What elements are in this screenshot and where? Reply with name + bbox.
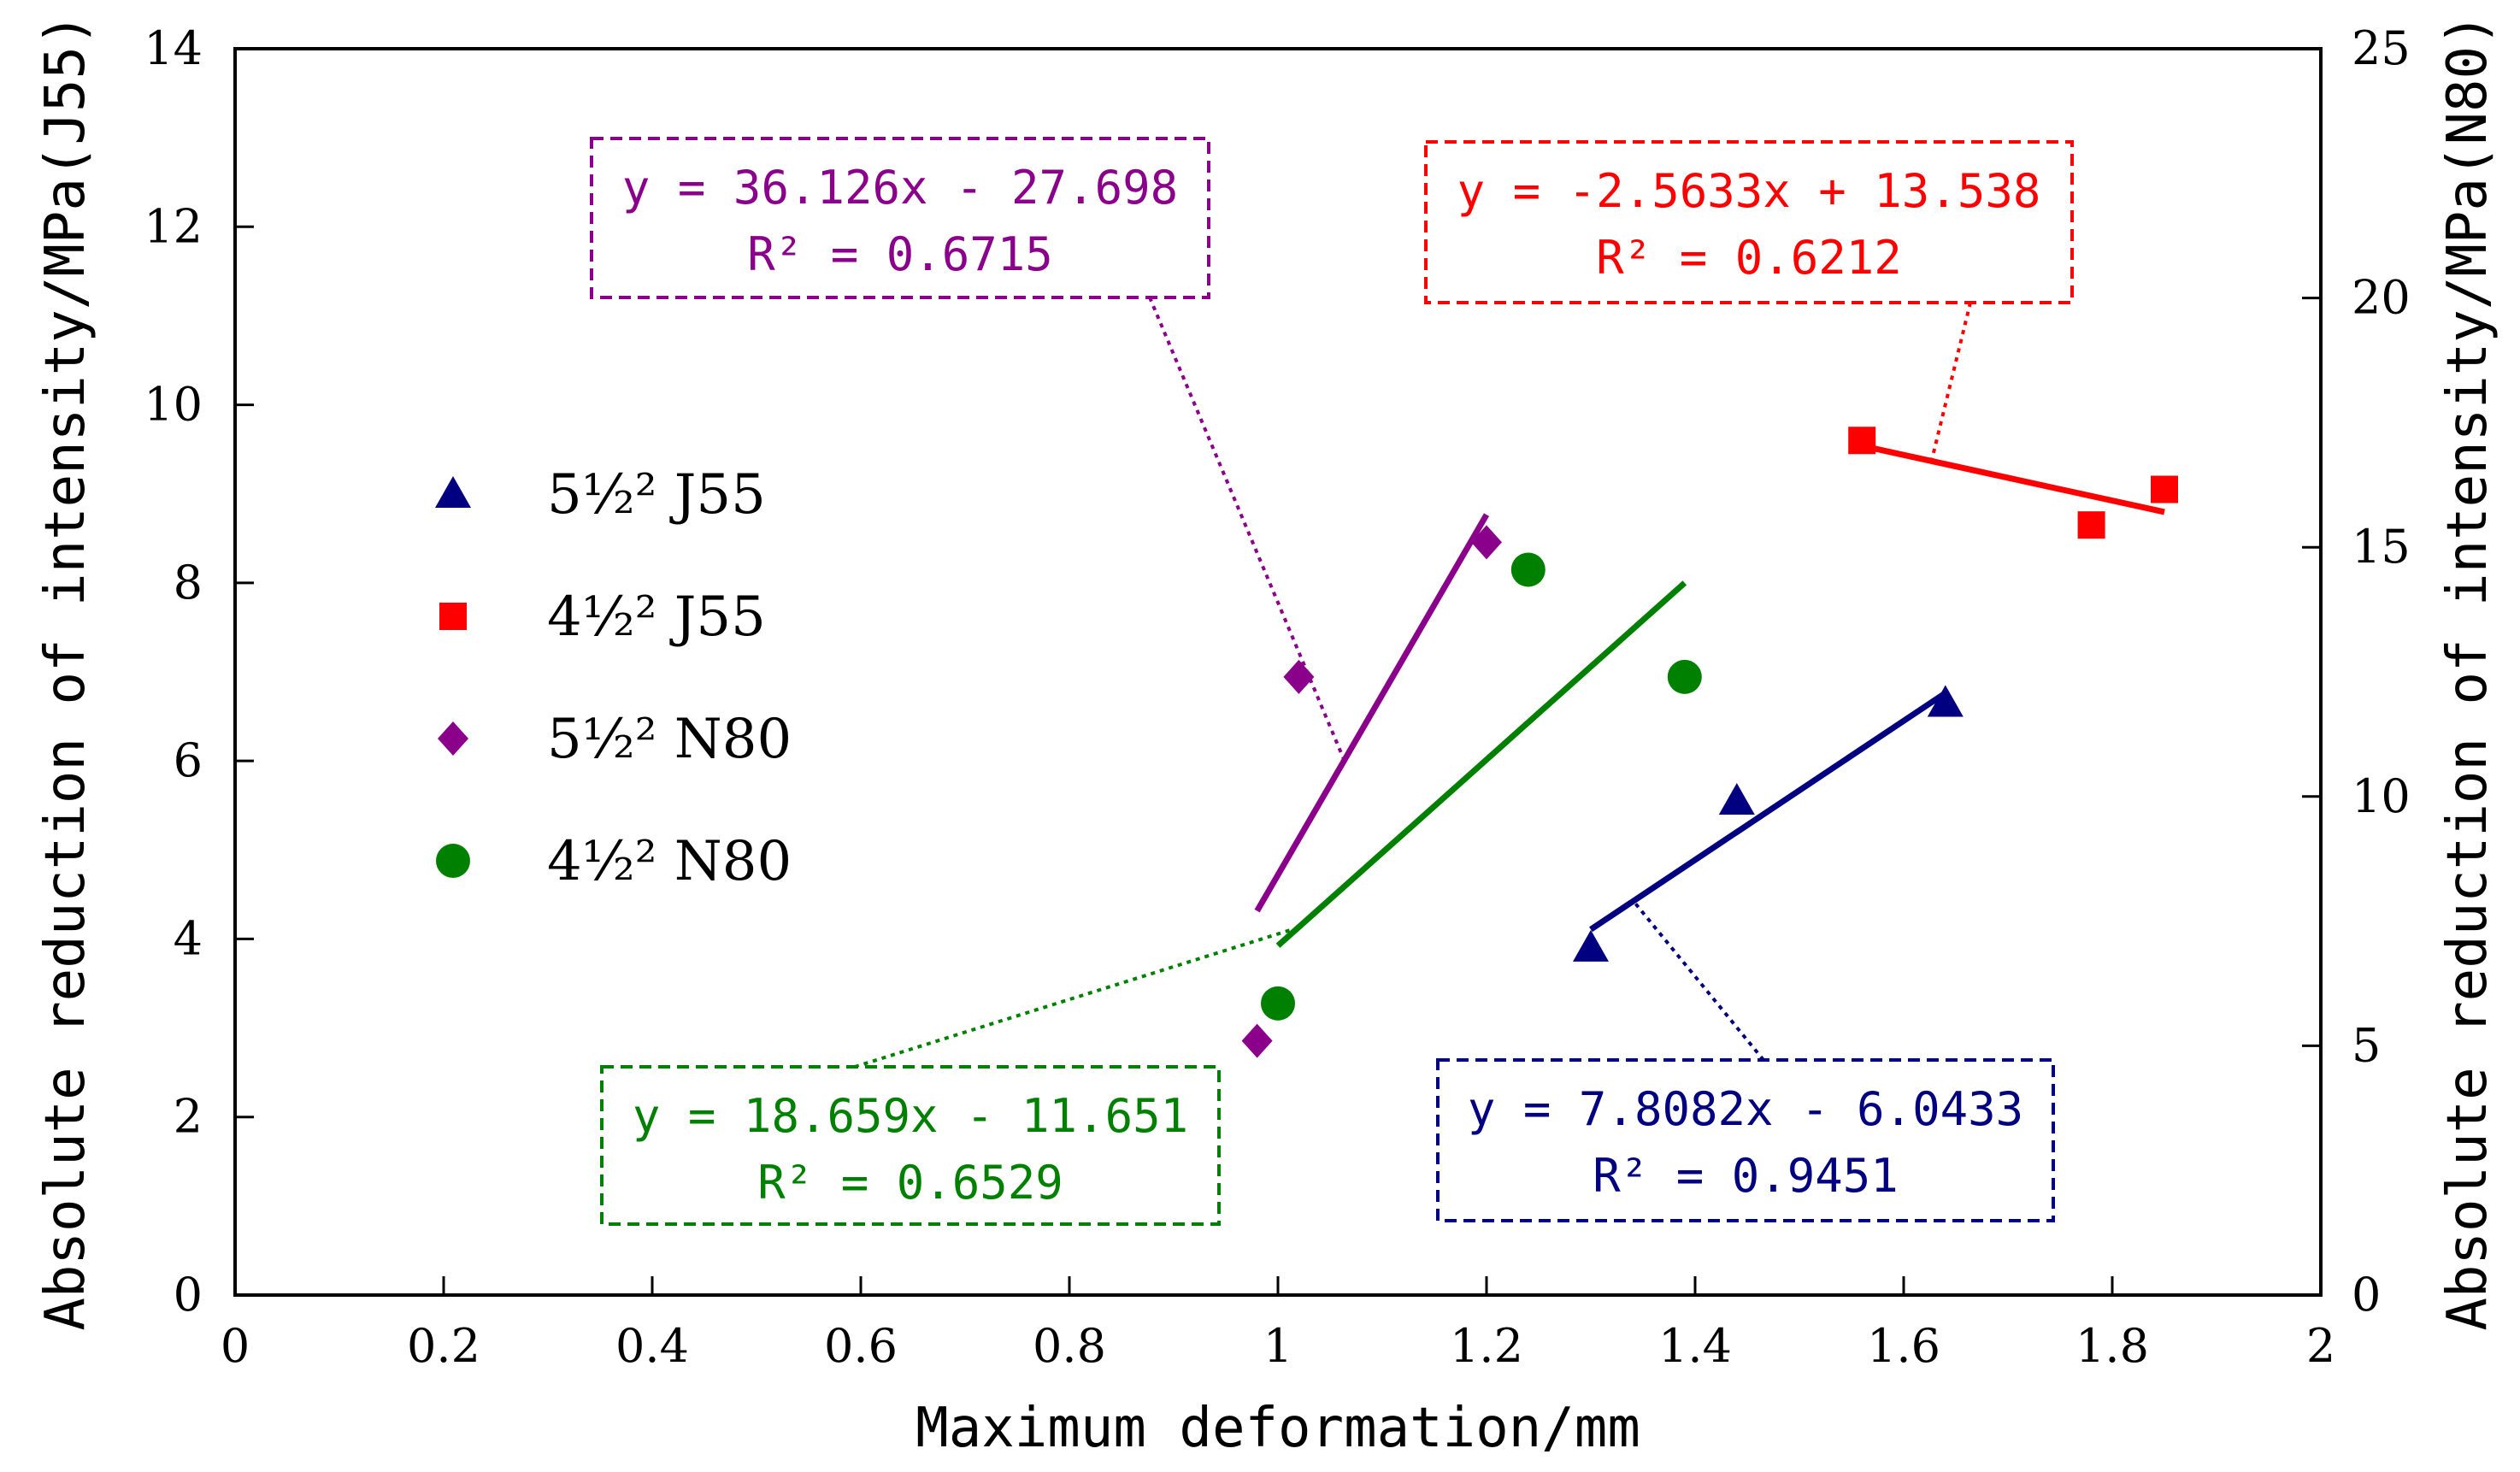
data-point-series-1 (2151, 475, 2178, 503)
x-tick-label: 1.4 (1658, 1319, 1732, 1373)
trend-line-2 (1254, 513, 1490, 913)
x-tick-label: 1.6 (1867, 1319, 1940, 1373)
x-tick-label: 0.8 (1033, 1319, 1106, 1373)
x-tick-label: 0.2 (407, 1319, 480, 1373)
x-axis-title: Maximum deformation/mm (916, 1397, 1640, 1460)
data-point-series-0 (1927, 685, 1964, 717)
x-tick-label: 2 (2306, 1319, 2335, 1373)
y-left-axis-title: Absolute reduction of intensity/MPa(J55) (34, 13, 97, 1330)
r-squared-text-2: R² = 0.6715 (747, 227, 1053, 281)
x-tick-label: 1 (1263, 1319, 1292, 1373)
data-markers (1241, 427, 2178, 1058)
trend-line-0 (1589, 690, 1947, 933)
axis-ticks: 0 0.2 0.4 0.6 0.8 1 1.2 1.4 1.6 1.8 20246810121405… (144, 21, 2410, 1373)
trend-line-3 (1275, 580, 1687, 948)
y-left-tick-label: 2 (174, 1090, 203, 1144)
axis-titles: Maximum deformation/mm Absolute reduction… (34, 13, 2499, 1460)
r-squared-text-3: R² = 0.6529 (757, 1156, 1063, 1210)
data-point-series-2 (1241, 1023, 1273, 1058)
equation-text-2: y = 36.126x - 27.698 (622, 161, 1178, 215)
y-left-tick-label: 10 (144, 378, 203, 432)
data-point-series-0 (1573, 929, 1609, 962)
trend-lines (1254, 443, 2165, 948)
y-right-tick-label: 25 (2352, 21, 2411, 75)
y-right-tick-label: 20 (2352, 271, 2411, 325)
x-tick-label: 1.2 (1450, 1319, 1523, 1373)
leader-line-1 (1929, 302, 1972, 462)
leader-line-3 (854, 926, 1299, 1069)
legend-marker-2 (438, 721, 468, 756)
equation-box-2 (590, 137, 1210, 299)
data-point-series-3 (1261, 986, 1295, 1021)
trend-line-1 (1861, 443, 2165, 515)
x-tick-label: 0.4 (615, 1319, 689, 1373)
y-right-tick-label: 10 (2352, 769, 2411, 823)
equation-annotations: y = 36.126x - 27.698 R² = 0.6715 y = -2.56… (590, 137, 2074, 1226)
r-squared-text-1: R² = 0.6212 (1596, 231, 1902, 285)
y-left-tick-label: 6 (174, 733, 203, 787)
data-point-series-1 (2077, 511, 2105, 539)
x-tick-label: 1.8 (2075, 1319, 2149, 1373)
legend-marker-1 (439, 603, 467, 630)
leader-line-2 (1148, 297, 1346, 762)
equation-text-1: y = -2.5633x + 13.538 (1457, 164, 2041, 218)
equation-box-1 (1424, 140, 2074, 304)
data-point-series-2 (1283, 659, 1315, 694)
data-point-series-3 (1510, 552, 1546, 587)
y-left-tick-label: 8 (174, 556, 203, 609)
x-tick-label: 0 (221, 1319, 250, 1373)
equation-text-3: y = 18.659x - 11.651 (633, 1089, 1188, 1143)
y-left-tick-label: 0 (174, 1268, 203, 1322)
y-right-tick-label: 0 (2352, 1268, 2381, 1322)
equation-box-0 (1436, 1058, 2055, 1222)
y-left-tick-label: 4 (174, 911, 203, 965)
y-left-tick-label: 12 (144, 199, 203, 253)
data-point-series-0 (1718, 783, 1755, 815)
legend-label-0: 5½² J55 (547, 463, 766, 527)
data-point-series-1 (1848, 427, 1876, 455)
equation-text-0: y = 7.8082x - 6.0433 (1468, 1082, 2023, 1136)
y-right-axis-title: Absolute reduction of intensity/MPa(N80) (2436, 13, 2499, 1330)
legend-marker-0 (435, 476, 471, 508)
legend-label-2: 5½² N80 (547, 708, 792, 771)
equation-box-3 (600, 1065, 1221, 1226)
y-right-tick-label: 5 (2352, 1018, 2381, 1072)
legend-label-3: 4½² N80 (547, 830, 792, 893)
leader-line-0 (1632, 899, 1765, 1062)
legend-label-1: 4½² J55 (547, 586, 766, 649)
y-right-tick-label: 15 (2352, 520, 2411, 574)
legend: 5½² J55 4½² J55 5½² N80 4½² N80 (435, 463, 792, 893)
r-squared-text-0: R² = 0.9451 (1593, 1149, 1899, 1203)
y-left-tick-label: 14 (144, 21, 203, 75)
data-point-series-3 (1667, 659, 1702, 694)
data-point-series-2 (1471, 525, 1502, 560)
legend-marker-3 (436, 844, 470, 878)
x-tick-label: 0.6 (824, 1319, 898, 1373)
